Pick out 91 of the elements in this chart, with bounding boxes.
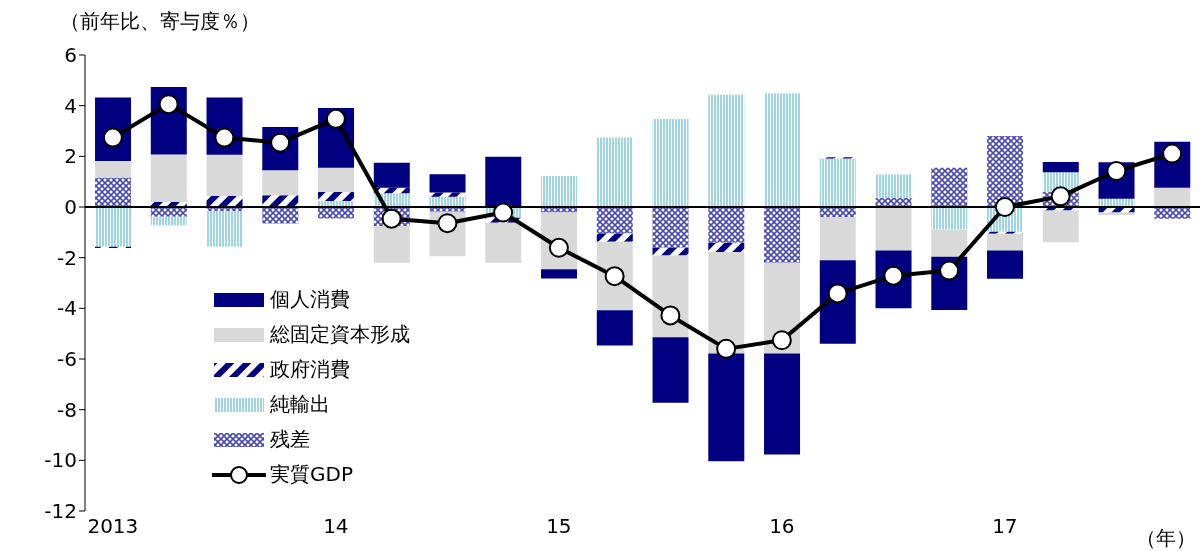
bar <box>652 207 689 248</box>
legend-label: 残差 <box>270 426 310 453</box>
legend-label: 実質GDP <box>270 461 353 488</box>
bar <box>764 207 801 263</box>
bar <box>764 353 801 455</box>
bar <box>987 136 1024 207</box>
bar <box>95 207 132 247</box>
bar <box>318 167 355 193</box>
bar <box>262 207 299 224</box>
bar <box>541 207 578 213</box>
bar <box>708 353 745 462</box>
bar <box>373 162 410 188</box>
bar <box>95 160 132 178</box>
bar <box>206 211 243 247</box>
bar <box>1098 207 1135 213</box>
bar <box>541 269 578 279</box>
x-axis-title: （年） <box>1136 525 1196 551</box>
x-tick-label: 16 <box>769 514 795 539</box>
bar <box>819 207 856 217</box>
y-tick-label: 2 <box>64 144 77 169</box>
legend-label: 政府消費 <box>270 356 350 383</box>
bar <box>541 176 578 207</box>
bar <box>987 231 1024 234</box>
y-axis-title: （前年比、寄与度％） <box>60 8 260 35</box>
bar <box>95 177 132 207</box>
bar <box>262 195 299 207</box>
bar <box>373 226 410 263</box>
y-tick-label: 0 <box>64 195 77 220</box>
point <box>1162 143 1183 164</box>
bar <box>987 250 1024 279</box>
bar <box>596 310 633 346</box>
point <box>493 202 514 223</box>
x-tick-label: 17 <box>992 514 1018 539</box>
y-tick-label: -8 <box>57 397 77 422</box>
point <box>771 330 792 351</box>
point <box>381 208 402 229</box>
bar <box>819 158 856 207</box>
bar <box>150 154 187 202</box>
bar <box>708 207 745 243</box>
bar <box>708 94 745 207</box>
bar <box>708 242 745 253</box>
bar <box>485 222 522 263</box>
bar <box>987 233 1024 251</box>
point <box>660 305 681 326</box>
bar <box>931 207 968 230</box>
bar <box>150 216 187 226</box>
y-tick-label: -2 <box>57 245 77 270</box>
point <box>325 108 346 129</box>
x-tick-label: 14 <box>323 514 349 539</box>
bar <box>206 154 243 197</box>
legend-label: 純輸出 <box>270 391 330 418</box>
bar <box>318 192 355 201</box>
point <box>1050 186 1071 207</box>
bar <box>206 196 243 207</box>
bar <box>1042 210 1079 243</box>
bar <box>596 137 633 207</box>
y-tick-label: -4 <box>57 296 77 321</box>
bar <box>485 156 522 207</box>
bar <box>931 167 968 207</box>
bar <box>875 207 912 251</box>
bar <box>764 93 801 207</box>
bar <box>931 229 968 257</box>
bar <box>429 174 466 193</box>
point <box>716 338 737 359</box>
bar <box>596 233 633 242</box>
y-tick-label: -12 <box>44 499 77 524</box>
bar <box>819 216 856 261</box>
bar <box>652 247 689 256</box>
x-tick-label: 15 <box>546 514 572 539</box>
bar <box>1042 161 1079 173</box>
bar <box>875 174 912 198</box>
bar <box>150 207 187 217</box>
point <box>158 94 179 115</box>
bar <box>708 252 745 354</box>
point <box>994 197 1015 217</box>
bar <box>1154 187 1191 207</box>
bar <box>429 192 466 197</box>
point <box>214 127 235 148</box>
y-tick-label: -6 <box>57 347 77 372</box>
point <box>939 260 960 281</box>
bar <box>1154 207 1191 219</box>
x-tick-label: 2013 <box>87 514 139 539</box>
legend-label: 総固定資本形成 <box>270 321 410 348</box>
legend-label: 個人消費 <box>270 286 350 313</box>
bar <box>652 119 689 207</box>
bar <box>262 170 299 196</box>
y-tick-label: 4 <box>64 93 77 118</box>
y-tick-label: 6 <box>64 43 77 68</box>
bar <box>596 207 633 234</box>
bar <box>652 337 689 403</box>
y-tick-label: -10 <box>44 448 77 473</box>
